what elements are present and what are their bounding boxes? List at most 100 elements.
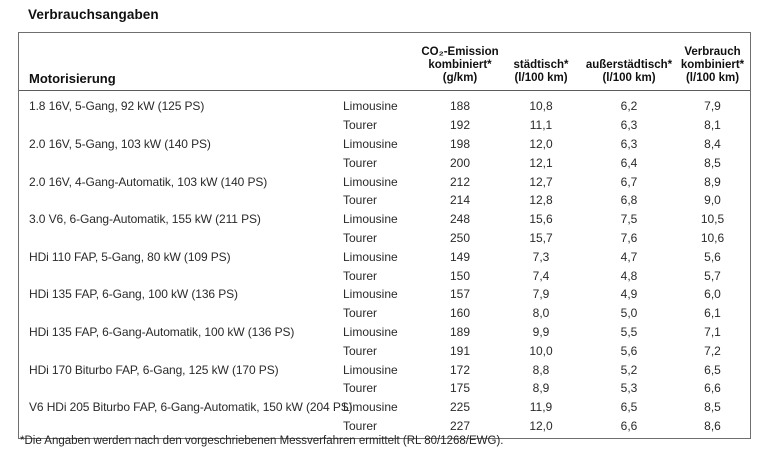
combined-cell: 8,9 bbox=[704, 174, 721, 189]
table-row: HDi 170 Biturbo FAP, 6-Gang, 125 kW (170… bbox=[19, 360, 750, 379]
extra-urban-cell: 6,5 bbox=[620, 400, 638, 415]
variant-cell: Tourer bbox=[343, 306, 378, 321]
column-header-line: (l/100 km) bbox=[602, 72, 656, 84]
urban-cell: 7,3 bbox=[532, 249, 550, 264]
extra-urban-cell: 5,6 bbox=[620, 343, 638, 358]
combined-cell: 10,5 bbox=[700, 212, 725, 227]
combined-cell: 5,6 bbox=[704, 249, 721, 264]
variant-cell: Tourer bbox=[343, 343, 378, 358]
combined-cell: 10,6 bbox=[700, 230, 725, 245]
page-title: Verbrauchsangaben bbox=[28, 7, 159, 22]
urban-cell: 12,0 bbox=[529, 136, 553, 151]
column-header-motorisierung: Motorisierung bbox=[29, 71, 116, 86]
extra-urban-cell: 4,9 bbox=[620, 287, 638, 302]
combined-cell: 6,1 bbox=[704, 306, 721, 321]
co2-cell: 188 bbox=[449, 99, 471, 114]
table-row: HDi 135 FAP, 6-Gang-Automatik, 100 kW (1… bbox=[19, 323, 750, 342]
extra-urban-cell: 6,4 bbox=[620, 155, 638, 170]
combined-cell: 6,6 bbox=[704, 381, 721, 396]
co2-cell: 160 bbox=[449, 306, 471, 321]
co2-cell: 198 bbox=[449, 136, 471, 151]
combined-cell: 8,4 bbox=[704, 136, 721, 151]
extra-urban-cell: 6,3 bbox=[620, 118, 638, 133]
table-row: 2.0 16V, 5-Gang, 103 kW (140 PS) Limousi… bbox=[19, 135, 750, 154]
table-row: Tourer 175 8,9 5,3 6,6 bbox=[19, 379, 750, 398]
extra-urban-cell: 6,3 bbox=[620, 136, 638, 151]
extra-urban-cell: 5,0 bbox=[620, 306, 638, 321]
variant-cell: Limousine bbox=[343, 174, 398, 189]
column-header-line: außerstädtisch* bbox=[585, 59, 673, 71]
co2-cell: 157 bbox=[449, 287, 471, 302]
column-header-line: (l/100 km) bbox=[685, 72, 740, 84]
variant-cell: Limousine bbox=[343, 249, 398, 264]
urban-cell: 12,7 bbox=[529, 174, 553, 189]
table-row: 2.0 16V, 4-Gang-Automatik, 103 kW (140 P… bbox=[19, 172, 750, 191]
variant-cell: Tourer bbox=[343, 230, 378, 245]
co2-cell: 214 bbox=[449, 193, 471, 208]
column-header-line: (l/100 km) bbox=[514, 72, 568, 84]
urban-cell: 10,8 bbox=[529, 99, 553, 114]
extra-urban-cell: 6,7 bbox=[620, 174, 638, 189]
co2-cell: 150 bbox=[449, 268, 471, 283]
co2-cell: 189 bbox=[449, 324, 471, 339]
variant-cell: Limousine bbox=[343, 324, 398, 339]
combined-cell: 7,1 bbox=[704, 324, 721, 339]
engine-cell: 3.0 V6, 6-Gang-Automatik, 155 kW (211 PS… bbox=[29, 212, 261, 227]
engine-cell: HDi 170 Biturbo FAP, 6-Gang, 125 kW (170… bbox=[29, 362, 279, 377]
table-row: Tourer 200 12,1 6,4 8,5 bbox=[19, 153, 750, 172]
combined-cell: 8,5 bbox=[704, 400, 721, 415]
urban-cell: 12,0 bbox=[529, 418, 553, 433]
column-header-line: kombiniert* bbox=[680, 59, 745, 71]
variant-cell: Tourer bbox=[343, 193, 378, 208]
variant-cell: Tourer bbox=[343, 155, 378, 170]
urban-cell: 11,1 bbox=[529, 118, 553, 133]
variant-cell: Limousine bbox=[343, 212, 398, 227]
combined-cell: 7,2 bbox=[704, 343, 721, 358]
extra-urban-cell: 7,6 bbox=[620, 230, 638, 245]
urban-cell: 12,8 bbox=[529, 193, 553, 208]
variant-cell: Limousine bbox=[343, 287, 398, 302]
column-header-line: kombiniert* bbox=[428, 59, 492, 71]
table-row: Tourer 250 15,7 7,6 10,6 bbox=[19, 229, 750, 248]
co2-cell: 172 bbox=[449, 362, 471, 377]
consumption-table: Motorisierung CO₂-Emission kombiniert* (… bbox=[18, 32, 751, 440]
variant-cell: Limousine bbox=[343, 362, 398, 377]
extra-urban-cell: 5,3 bbox=[620, 381, 638, 396]
extra-urban-cell: 4,7 bbox=[620, 249, 638, 264]
engine-cell: HDi 135 FAP, 6-Gang, 100 kW (136 PS) bbox=[29, 287, 238, 302]
engine-cell: 1.8 16V, 5-Gang, 92 kW (125 PS) bbox=[29, 99, 205, 114]
extra-urban-cell: 7,5 bbox=[620, 212, 638, 227]
table-header-row: Motorisierung CO₂-Emission kombiniert* (… bbox=[19, 33, 750, 91]
table-row: HDi 135 FAP, 6-Gang, 100 kW (136 PS) Lim… bbox=[19, 285, 750, 304]
table-row: Tourer 192 11,1 6,3 8,1 bbox=[19, 116, 750, 135]
table-row: V6 HDi 205 Biturbo FAP, 6-Gang-Automatik… bbox=[19, 398, 750, 417]
co2-cell: 227 bbox=[449, 418, 471, 433]
combined-cell: 6,5 bbox=[704, 362, 721, 377]
variant-cell: Limousine bbox=[343, 400, 398, 415]
variant-cell: Tourer bbox=[343, 381, 378, 396]
column-header-line: Verbrauch bbox=[684, 46, 741, 58]
column-header-line: städtisch* bbox=[513, 59, 569, 71]
co2-cell: 192 bbox=[449, 118, 471, 133]
urban-cell: 7,9 bbox=[532, 287, 550, 302]
column-header-staedtisch: städtisch* (l/100 km) bbox=[499, 59, 583, 85]
table-row: HDi 110 FAP, 5-Gang, 80 kW (109 PS) Limo… bbox=[19, 247, 750, 266]
extra-urban-cell: 6,8 bbox=[620, 193, 638, 208]
engine-cell: HDi 110 FAP, 5-Gang, 80 kW (109 PS) bbox=[29, 249, 231, 264]
footnote: *Die Angaben werden nach den vorgeschrie… bbox=[20, 435, 504, 447]
co2-cell: 250 bbox=[449, 230, 471, 245]
co2-cell: 212 bbox=[449, 174, 471, 189]
extra-urban-cell: 5,5 bbox=[620, 324, 638, 339]
combined-cell: 6,0 bbox=[704, 287, 721, 302]
extra-urban-cell: 5,2 bbox=[620, 362, 638, 377]
column-header-line: CO₂-Emission bbox=[421, 46, 499, 58]
column-header-verbrauch-kombiniert: Verbrauch kombiniert* (l/100 km) bbox=[675, 46, 750, 85]
urban-cell: 7,4 bbox=[532, 268, 550, 283]
table-row: Tourer 191 10,0 5,6 7,2 bbox=[19, 341, 750, 360]
table-body: 1.8 16V, 5-Gang, 92 kW (125 PS) Limousin… bbox=[19, 91, 750, 438]
table-row: Tourer 150 7,4 4,8 5,7 bbox=[19, 266, 750, 285]
engine-cell: HDi 135 FAP, 6-Gang-Automatik, 100 kW (1… bbox=[29, 324, 295, 339]
variant-cell: Tourer bbox=[343, 268, 378, 283]
engine-cell: V6 HDi 205 Biturbo FAP, 6-Gang-Automatik… bbox=[29, 400, 353, 415]
engine-cell: 2.0 16V, 5-Gang, 103 kW (140 PS) bbox=[29, 136, 211, 151]
